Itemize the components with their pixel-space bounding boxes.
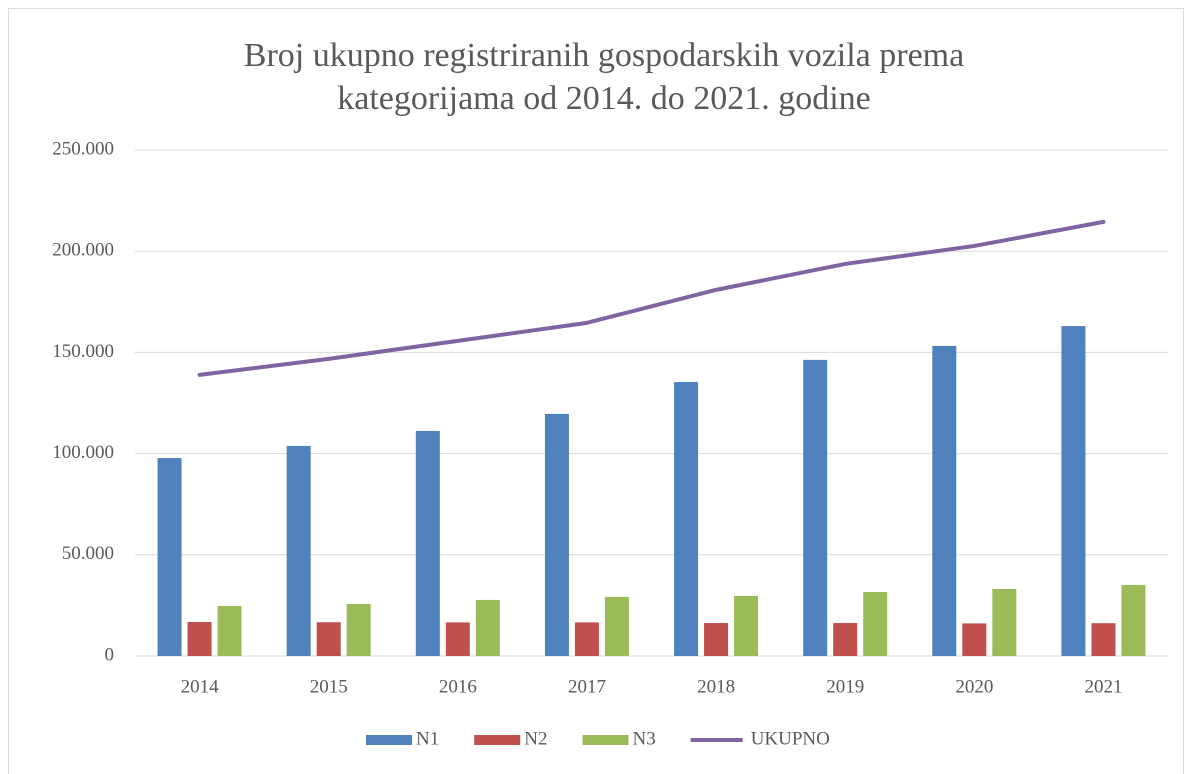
- bar: [445, 622, 470, 656]
- line: [197, 219, 1106, 377]
- x-tick-label: 2015: [310, 676, 348, 697]
- bar: [704, 623, 729, 656]
- legend-swatch: [582, 735, 629, 745]
- bar: [734, 595, 759, 656]
- bar: [803, 359, 828, 656]
- bar: [1091, 623, 1116, 656]
- x-tick-label: 2016: [439, 676, 477, 697]
- legend-label: N1: [416, 728, 439, 749]
- bar: [475, 599, 500, 656]
- bar: [187, 621, 212, 656]
- bar: [217, 606, 242, 656]
- y-tick-label: 50.000: [62, 543, 114, 564]
- legend-swatch: [474, 735, 521, 745]
- bar: [604, 596, 629, 656]
- bar: [1061, 326, 1086, 656]
- y-tick-label: 0: [105, 644, 115, 665]
- y-tick-label: 150.000: [52, 341, 114, 362]
- y-tick-label: 250.000: [52, 138, 114, 159]
- bar: [833, 623, 858, 656]
- bar: [415, 430, 440, 656]
- legend-label: N2: [524, 728, 547, 749]
- legend-label: UKUPNO: [751, 728, 830, 749]
- bar: [1121, 584, 1146, 656]
- x-tick-label: 2019: [826, 676, 864, 697]
- chart-title: kategorijama od 2014. do 2021. godine: [337, 80, 871, 117]
- chart-frame: [8, 8, 1184, 774]
- y-tick-label: 100.000: [52, 442, 114, 463]
- bar: [157, 458, 182, 656]
- x-tick-label: 2018: [697, 676, 735, 697]
- bar: [544, 413, 569, 656]
- bar: [574, 622, 599, 656]
- bar: [674, 381, 699, 656]
- bar: [863, 592, 888, 656]
- x-tick-label: 2021: [1084, 676, 1122, 697]
- bar: [932, 345, 957, 656]
- bar: [286, 445, 311, 656]
- bar: [962, 623, 987, 656]
- y-tick-label: 200.000: [52, 240, 114, 261]
- x-tick-label: 2014: [181, 676, 220, 697]
- legend-label: N3: [632, 728, 655, 749]
- chart-title: Broj ukupno registriranih gospodarskih v…: [244, 37, 964, 74]
- x-tick-label: 2017: [568, 676, 606, 697]
- bar: [346, 603, 371, 656]
- bar: [316, 622, 341, 656]
- x-tick-label: 2020: [955, 676, 993, 697]
- legend-swatch: [366, 735, 412, 745]
- bar: [992, 589, 1017, 656]
